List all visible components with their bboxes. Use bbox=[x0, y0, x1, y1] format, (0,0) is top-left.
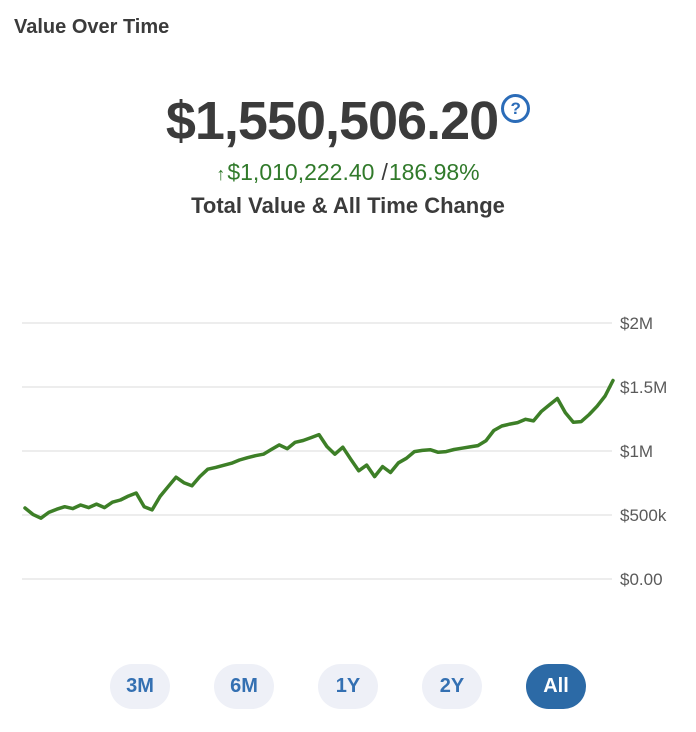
summary-block: $1,550,506.20 ? ↑$1,010,222.40/186.98% T… bbox=[0, 91, 696, 219]
page-title: Value Over Time bbox=[14, 16, 170, 38]
change-amount: $1,010,222.40 bbox=[227, 159, 375, 186]
range-button-all[interactable]: All bbox=[526, 664, 586, 709]
change-row: ↑$1,010,222.40/186.98% bbox=[0, 159, 696, 186]
y-axis-tick-label: $1M bbox=[620, 442, 653, 461]
help-icon[interactable]: ? bbox=[501, 94, 531, 123]
change-percent: 186.98% bbox=[388, 159, 480, 186]
up-arrow-icon: ↑ bbox=[216, 164, 226, 185]
range-selector: 3M 6M 1Y 2Y All bbox=[0, 664, 696, 709]
change-separator: / bbox=[381, 159, 388, 186]
total-value-row: $1,550,506.20 ? bbox=[0, 91, 696, 151]
chart-area: $2M $1.5M $1M $500k $0.00 bbox=[0, 305, 696, 595]
range-button-3m[interactable]: 3M bbox=[110, 664, 170, 709]
value-line bbox=[23, 378, 615, 520]
total-value: $1,550,506.20 bbox=[165, 91, 499, 151]
summary-caption: Total Value & All Time Change bbox=[191, 193, 505, 219]
y-axis-tick-label: $0.00 bbox=[620, 570, 663, 589]
y-axis-tick-label: $1.5M bbox=[620, 378, 667, 397]
value-chart: $2M $1.5M $1M $500k $0.00 bbox=[22, 314, 667, 589]
range-button-1y[interactable]: 1Y bbox=[318, 664, 378, 709]
y-axis-tick-label: $2M bbox=[620, 314, 653, 333]
y-axis-tick-label: $500k bbox=[620, 506, 667, 525]
range-button-6m[interactable]: 6M bbox=[214, 664, 274, 709]
range-button-2y[interactable]: 2Y bbox=[422, 664, 482, 709]
